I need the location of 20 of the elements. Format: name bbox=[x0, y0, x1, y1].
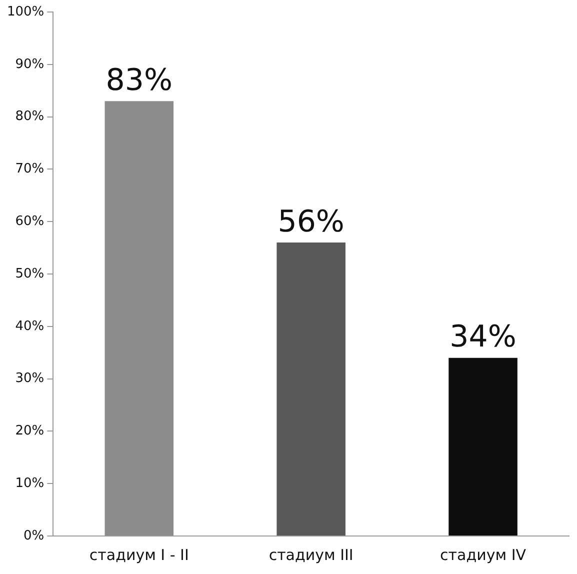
y-tick-label: 10% bbox=[15, 476, 44, 491]
y-tick-label: 80% bbox=[15, 109, 44, 124]
data-label: 56% bbox=[278, 204, 344, 240]
y-tick-label: 100% bbox=[6, 4, 44, 20]
y-tick-label: 60% bbox=[15, 214, 44, 229]
y-tick-label: 50% bbox=[15, 266, 44, 282]
y-tick-label: 30% bbox=[15, 371, 44, 386]
y-tick-label: 70% bbox=[15, 162, 44, 177]
y-tick-label: 20% bbox=[15, 424, 44, 439]
data-label: 83% bbox=[106, 62, 172, 98]
bar bbox=[276, 242, 346, 536]
y-tick-label: 40% bbox=[15, 318, 44, 334]
data-label: 34% bbox=[450, 320, 516, 355]
bar bbox=[104, 101, 174, 536]
x-tick-label: стадиум III bbox=[268, 546, 354, 564]
x-tick-label: стадиум IV bbox=[440, 546, 527, 564]
y-tick-label: 90% bbox=[15, 56, 44, 72]
x-tick-label: стадиум I - II bbox=[89, 546, 189, 564]
y-tick-label: 0% bbox=[24, 528, 44, 544]
bar bbox=[448, 358, 518, 536]
